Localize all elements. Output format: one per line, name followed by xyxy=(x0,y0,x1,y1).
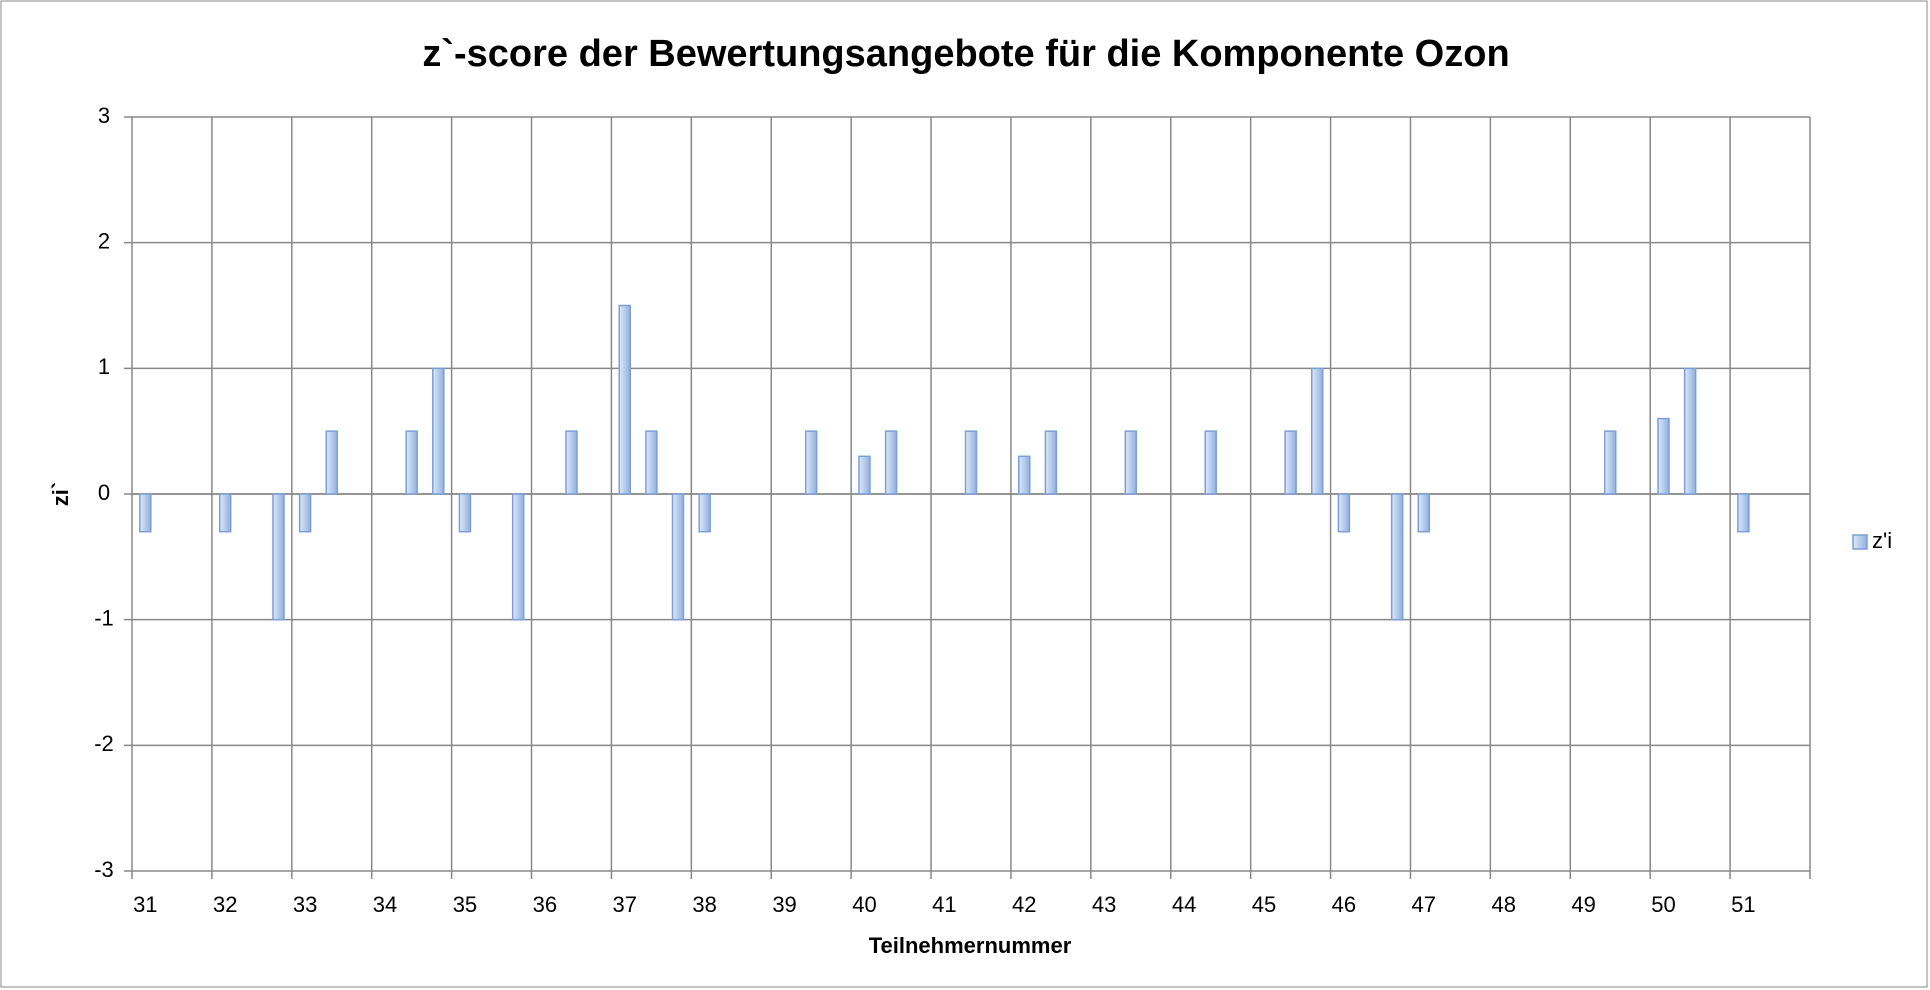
bar xyxy=(1603,430,1617,495)
bar xyxy=(272,493,285,621)
x-tick-label: 51 xyxy=(1731,892,1755,917)
x-tick-label: 34 xyxy=(373,892,397,917)
x-tick-label: 46 xyxy=(1332,892,1356,917)
bar xyxy=(325,430,339,495)
bar xyxy=(1044,430,1058,495)
bar xyxy=(671,493,685,621)
bar xyxy=(698,493,711,533)
bar xyxy=(964,430,978,495)
x-tick-label: 50 xyxy=(1651,892,1675,917)
x-tick-label: 36 xyxy=(533,892,557,917)
bar xyxy=(432,367,445,495)
bar xyxy=(645,430,658,495)
x-tick-label: 40 xyxy=(852,892,876,917)
y-tick-label: 0 xyxy=(98,480,110,505)
bar xyxy=(511,493,525,621)
bar xyxy=(1683,367,1697,495)
x-tick-label: 41 xyxy=(932,892,956,917)
bar xyxy=(565,430,578,495)
bar xyxy=(1390,493,1404,621)
bar xyxy=(298,493,312,533)
bar xyxy=(884,430,898,495)
y-tick-label: 2 xyxy=(98,228,110,253)
bar xyxy=(1018,455,1031,495)
bar xyxy=(1737,493,1750,533)
bar xyxy=(218,493,232,533)
bar xyxy=(1124,430,1138,495)
bar xyxy=(1284,430,1297,495)
bar xyxy=(405,430,418,495)
x-tick-label: 39 xyxy=(772,892,796,917)
y-tick-label: 3 xyxy=(98,103,110,128)
y-tick-label: -2 xyxy=(94,731,114,756)
x-tick-label: 49 xyxy=(1571,892,1595,917)
bar xyxy=(804,430,818,495)
x-tick-label: 35 xyxy=(453,892,477,917)
x-tick-label: 45 xyxy=(1252,892,1276,917)
bar xyxy=(139,493,152,533)
bar xyxy=(1337,493,1351,533)
x-tick-label: 33 xyxy=(293,892,317,917)
x-tick-label: 44 xyxy=(1172,892,1196,917)
legend-label: z'i xyxy=(1872,528,1892,553)
x-axis-title: Teilnehmernummer xyxy=(869,933,1072,958)
x-tick-label: 31 xyxy=(133,892,157,917)
bar xyxy=(1417,493,1431,533)
legend-swatch xyxy=(1852,534,1868,550)
y-tick-label: 1 xyxy=(98,354,110,379)
x-tick-label: 43 xyxy=(1092,892,1116,917)
x-tick-label: 38 xyxy=(692,892,716,917)
y-tick-label: -1 xyxy=(94,605,114,630)
x-tick-label: 48 xyxy=(1491,892,1515,917)
x-tick-label: 42 xyxy=(1012,892,1036,917)
bar xyxy=(458,493,472,533)
bar xyxy=(858,455,871,495)
bar xyxy=(1204,430,1217,495)
x-tick-label: 37 xyxy=(613,892,637,917)
bar xyxy=(1311,367,1324,495)
chart-title: z`-score der Bewertungsangebote für die … xyxy=(422,33,1509,75)
y-tick-label: -3 xyxy=(94,857,114,882)
x-tick-label: 32 xyxy=(213,892,237,917)
bar xyxy=(618,304,631,495)
x-tick-label: 47 xyxy=(1412,892,1436,917)
y-axis-title: zi` xyxy=(48,482,73,506)
bar xyxy=(1657,417,1670,495)
